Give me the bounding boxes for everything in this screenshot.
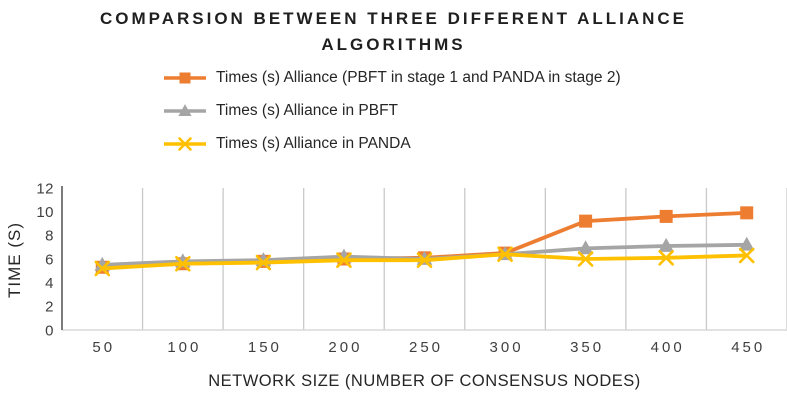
legend-square-line-icon <box>164 72 206 84</box>
legend-item: Times (s) Alliance (PBFT in stage 1 and … <box>163 67 621 89</box>
x-tick-label: 350 <box>570 339 604 356</box>
y-tick-label: 8 <box>45 228 54 245</box>
legend-label: Times (s) Alliance in PBFT <box>216 102 399 119</box>
legend-triangle-line-icon <box>164 104 206 116</box>
x-tick-label: 450 <box>731 339 765 356</box>
series-marker-triangle-icon <box>577 240 594 255</box>
series-marker-square-icon <box>659 209 673 223</box>
plot-area: 0 2 4 6 8 10 12 50 100 150 200 250 300 350 400 450 NETWO… <box>0 180 787 404</box>
chart-title: COMPARSION BETWEEN THREE DIFFERENT ALLIA… <box>99 9 688 55</box>
series-marker-square-icon <box>579 214 593 228</box>
series-marker-x-icon <box>738 247 755 264</box>
legend-item: Times (s) Alliance in PANDA <box>163 133 621 155</box>
series-marker-square-icon <box>740 206 754 220</box>
legend-x-line-icon <box>164 137 206 151</box>
series-marker-x-icon <box>336 252 352 268</box>
series-marker-x-icon <box>577 251 594 267</box>
legend-label: Times (s) Alliance (PBFT in stage 1 and … <box>216 69 621 86</box>
y-tick-label: 10 <box>36 204 54 221</box>
chart-svg: 0 2 4 6 8 10 12 50 100 150 200 250 300 350 400 450 NETWO… <box>36 180 787 390</box>
y-tick-label: 2 <box>45 299 54 316</box>
y-tick-label: 0 <box>45 322 54 339</box>
series-marker-x-icon <box>178 137 192 151</box>
x-tick-label: 50 <box>92 339 115 356</box>
y-tick-label: 4 <box>45 275 54 292</box>
series-triangle <box>94 236 755 271</box>
x-tick-label: 200 <box>328 339 362 356</box>
series-marker-square-icon <box>179 72 191 84</box>
x-tick-label: 400 <box>651 339 685 356</box>
series-marker-x-icon <box>255 254 272 271</box>
y-tick-label: 12 <box>36 182 54 197</box>
x-tick-label: 100 <box>167 339 201 356</box>
series-marker-x-icon <box>94 260 111 277</box>
legend: Times (s) Alliance (PBFT in stage 1 and … <box>163 67 621 155</box>
series-marker-triangle-icon <box>178 104 192 116</box>
series-marker-x-icon <box>497 246 513 263</box>
x-tick-label: 300 <box>490 339 524 356</box>
series-marker-x-icon <box>175 255 191 272</box>
series-marker-triangle-icon <box>658 237 674 252</box>
series-marker-triangle-icon <box>738 236 755 251</box>
y-tick-label: 6 <box>45 251 54 268</box>
x-tick-label: 250 <box>409 339 443 356</box>
series-x <box>94 246 755 277</box>
legend-item: Times (s) Alliance in PBFT <box>163 100 621 122</box>
x-tick-label: 150 <box>248 339 282 356</box>
x-axis-title: NETWORK SIZE (NUMBER OF CONSENSUS NODES) <box>208 372 641 390</box>
legend-label: Times (s) Alliance in PANDA <box>216 135 411 152</box>
series-marker-x-icon <box>658 250 674 266</box>
series-marker-x-icon <box>416 252 433 268</box>
